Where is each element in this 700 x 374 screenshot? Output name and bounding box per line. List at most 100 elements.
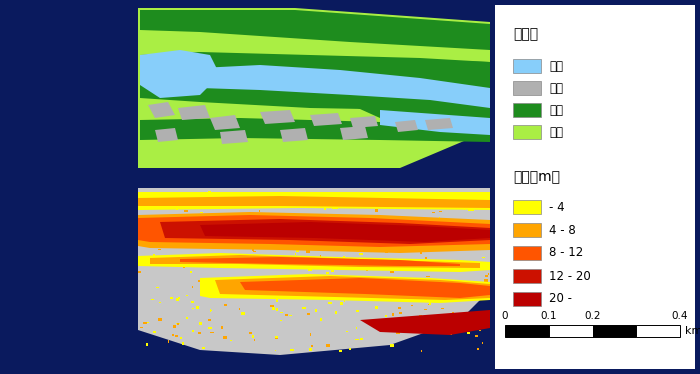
Bar: [158, 249, 161, 250]
Bar: [140, 327, 143, 328]
Bar: [322, 216, 323, 219]
Bar: [480, 329, 481, 331]
Bar: [193, 214, 197, 215]
Bar: [148, 229, 150, 231]
Bar: [441, 284, 443, 286]
Bar: [513, 200, 541, 214]
Bar: [430, 193, 433, 194]
Polygon shape: [425, 118, 453, 130]
Bar: [151, 299, 154, 300]
Bar: [324, 207, 326, 210]
Bar: [349, 268, 350, 270]
Bar: [432, 212, 435, 213]
Text: 水面: 水面: [549, 59, 563, 73]
Bar: [486, 313, 489, 316]
Bar: [365, 245, 367, 247]
Bar: [192, 286, 193, 288]
Bar: [198, 332, 201, 334]
Bar: [426, 257, 428, 259]
Bar: [238, 215, 239, 216]
Bar: [172, 215, 174, 216]
Bar: [470, 245, 472, 247]
Bar: [178, 297, 181, 299]
Polygon shape: [138, 215, 490, 247]
Bar: [351, 261, 356, 264]
Bar: [335, 311, 337, 313]
Bar: [513, 81, 541, 95]
Bar: [290, 265, 291, 266]
Bar: [420, 252, 421, 254]
Bar: [146, 322, 149, 324]
Bar: [485, 275, 488, 277]
Polygon shape: [155, 128, 178, 142]
Bar: [223, 281, 225, 284]
Bar: [371, 294, 372, 297]
Bar: [143, 322, 147, 324]
Bar: [208, 328, 211, 329]
Bar: [385, 315, 387, 317]
Bar: [158, 318, 162, 321]
Bar: [254, 339, 255, 341]
Bar: [172, 334, 174, 336]
Bar: [470, 249, 473, 251]
Bar: [199, 212, 203, 213]
Bar: [308, 269, 312, 271]
Bar: [428, 291, 431, 293]
Bar: [310, 333, 312, 335]
Bar: [176, 298, 179, 301]
Polygon shape: [140, 52, 490, 110]
Bar: [202, 347, 204, 349]
Bar: [304, 226, 307, 228]
Bar: [366, 269, 368, 271]
Bar: [182, 342, 184, 345]
Bar: [355, 339, 359, 340]
Bar: [360, 245, 363, 248]
Bar: [206, 240, 210, 243]
Bar: [274, 350, 276, 351]
Text: 8 - 12: 8 - 12: [549, 246, 583, 260]
Bar: [359, 253, 363, 254]
Bar: [193, 307, 194, 309]
Bar: [156, 287, 160, 288]
Bar: [592, 325, 636, 337]
Bar: [221, 327, 223, 329]
Bar: [429, 302, 431, 305]
Bar: [275, 338, 278, 339]
Polygon shape: [138, 196, 490, 208]
Polygon shape: [178, 105, 210, 120]
Bar: [272, 307, 275, 310]
Bar: [141, 234, 144, 237]
Bar: [390, 272, 393, 273]
Bar: [149, 260, 150, 262]
Bar: [344, 241, 345, 243]
Bar: [405, 318, 408, 320]
Polygon shape: [215, 276, 490, 300]
Bar: [290, 349, 294, 351]
Bar: [356, 327, 357, 329]
Bar: [139, 271, 141, 273]
Bar: [186, 235, 190, 238]
Bar: [426, 240, 428, 242]
Bar: [480, 312, 483, 313]
Bar: [176, 208, 178, 210]
Bar: [252, 249, 254, 251]
Polygon shape: [138, 253, 490, 272]
Polygon shape: [140, 118, 490, 142]
Bar: [184, 216, 187, 218]
Bar: [439, 217, 440, 218]
Bar: [461, 322, 463, 324]
Bar: [170, 297, 173, 299]
Bar: [328, 217, 330, 218]
Bar: [321, 206, 325, 207]
Bar: [276, 299, 278, 302]
Bar: [366, 322, 368, 323]
Bar: [208, 191, 211, 193]
Bar: [513, 103, 541, 117]
Bar: [320, 255, 321, 258]
Bar: [311, 345, 313, 347]
Bar: [462, 194, 464, 196]
Bar: [153, 215, 156, 217]
Bar: [446, 235, 449, 237]
Text: 0: 0: [502, 311, 508, 321]
Bar: [192, 219, 195, 221]
